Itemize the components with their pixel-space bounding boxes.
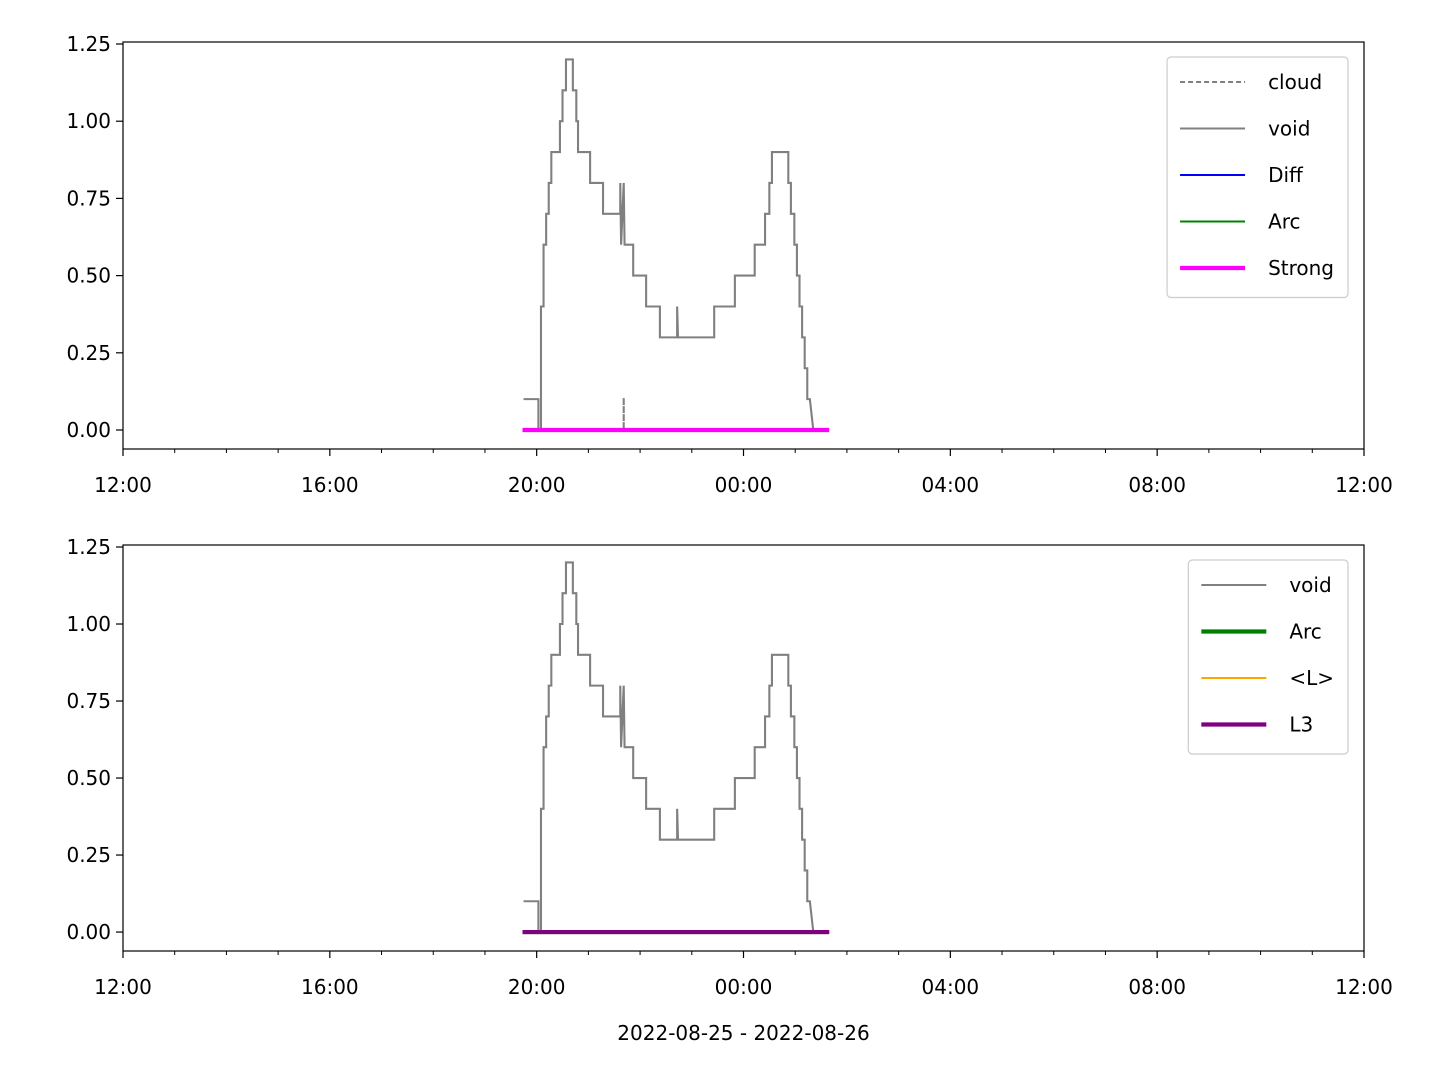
axes-frame (122, 544, 1365, 952)
legend-label: <L> (1289, 666, 1334, 690)
y-tick-label: 0.00 (66, 418, 111, 442)
y-tick-label: 0.25 (66, 341, 111, 365)
y-tick-label: 0.00 (66, 920, 111, 944)
x-tick-label: 00:00 (715, 473, 773, 497)
x-tick-label: 12:00 (94, 975, 152, 999)
legend-label: L3 (1289, 713, 1313, 737)
x-tick-label: 04:00 (922, 473, 980, 497)
y-tick-label: 1.25 (66, 535, 111, 559)
legend-box (1166, 56, 1349, 299)
series-line (523, 561, 815, 934)
series-line (523, 58, 815, 432)
x-tick-label: 00:00 (715, 975, 773, 999)
x-tick-label: 08:00 (1128, 975, 1186, 999)
x-tick-label: 08:00 (1128, 473, 1186, 497)
legend-label: void (1289, 573, 1331, 597)
y-tick-label: 0.75 (66, 689, 111, 713)
x-tick-label: 16:00 (301, 975, 359, 999)
y-tick-label: 0.50 (66, 264, 111, 288)
axes: 0.00 0.25 0.50 0.75 1.00 1.25 12:00 16:00 20:00 0… (66, 32, 1392, 497)
legend: void Arc <L> L3 (1187, 559, 1349, 755)
y-tick-label: 0.50 (66, 766, 111, 790)
x-tick-label: 20:00 (508, 473, 566, 497)
legend-label: void (1268, 117, 1310, 141)
y-tick-label: 1.00 (66, 109, 111, 133)
x-tick-label: 12:00 (1335, 975, 1393, 999)
axes: 0.00 0.25 0.50 0.75 1.00 1.25 12:00 16:00 20:00 0… (66, 535, 1392, 1045)
legend-label: Arc (1289, 620, 1321, 644)
y-tick-label: 0.75 (66, 186, 111, 210)
x-axis-label: 2022-08-25 - 2022-08-26 (617, 1021, 869, 1045)
x-tick-label: 12:00 (1335, 473, 1393, 497)
legend-label: Arc (1268, 210, 1300, 234)
x-tick-label: 20:00 (508, 975, 566, 999)
x-tick-label: 12:00 (94, 473, 152, 497)
legend-box (1187, 559, 1349, 755)
legend-label: Diff (1268, 163, 1304, 187)
legend: cloud void Diff Arc Strong (1166, 56, 1349, 299)
y-tick-label: 1.00 (66, 612, 111, 636)
y-tick-label: 0.25 (66, 843, 111, 867)
axes-frame (122, 41, 1365, 450)
x-tick-label: 04:00 (922, 975, 980, 999)
y-tick-label: 1.25 (66, 32, 111, 56)
legend-label: cloud (1268, 70, 1322, 94)
legend-label: Strong (1268, 256, 1334, 280)
x-tick-label: 16:00 (301, 473, 359, 497)
